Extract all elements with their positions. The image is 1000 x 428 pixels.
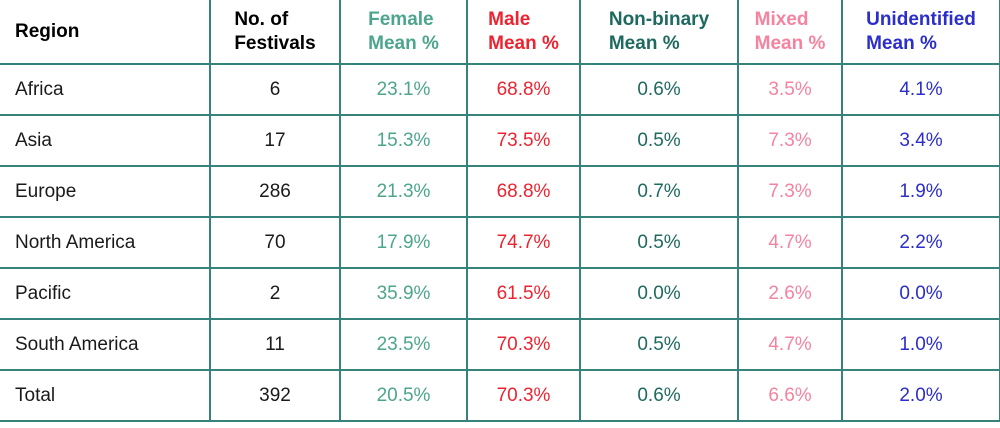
cell-festivals: 286 [209, 165, 341, 218]
column-header-label: No. of Festivals [234, 8, 316, 54]
cell-male: 70.3% [466, 369, 581, 422]
cell-region: Asia [0, 114, 211, 167]
cell-festivals: 392 [209, 369, 341, 422]
table-row: Pacific 2 35.9% 61.5% 0.0% 2.6% 0.0% [0, 267, 1000, 320]
cell-female: 21.3% [339, 165, 468, 218]
table-row: Asia 17 15.3% 73.5% 0.5% 7.3% 3.4% [0, 114, 1000, 167]
cell-unidentified: 1.9% [841, 165, 1000, 218]
column-header-nonbinary: Non-binary Mean % [579, 0, 739, 65]
cell-unidentified: 0.0% [841, 267, 1000, 320]
cell-region: South America [0, 318, 211, 371]
cell-nonbinary: 0.0% [579, 267, 739, 320]
cell-region: Africa [0, 63, 211, 116]
cell-mixed: 4.7% [737, 318, 843, 371]
cell-female: 20.5% [339, 369, 468, 422]
cell-male: 68.8% [466, 63, 581, 116]
column-header-label: Mixed Mean % [754, 8, 826, 54]
column-header-label: Female Mean % [368, 8, 439, 54]
cell-festivals: 11 [209, 318, 341, 371]
column-header-male: Male Mean % [466, 0, 581, 65]
cell-nonbinary: 0.7% [579, 165, 739, 218]
cell-region: Total [0, 369, 211, 422]
table-row: Africa 6 23.1% 68.8% 0.6% 3.5% 4.1% [0, 63, 1000, 116]
cell-festivals: 2 [209, 267, 341, 320]
cell-festivals: 6 [209, 63, 341, 116]
table-row: North America 70 17.9% 74.7% 0.5% 4.7% 2.2% [0, 216, 1000, 269]
cell-nonbinary: 0.5% [579, 216, 739, 269]
cell-festivals: 70 [209, 216, 341, 269]
cell-male: 73.5% [466, 114, 581, 167]
cell-male: 74.7% [466, 216, 581, 269]
cell-nonbinary: 0.6% [579, 63, 739, 116]
column-header-label: Unidentified Mean % [866, 8, 976, 54]
cell-mixed: 7.3% [737, 165, 843, 218]
cell-unidentified: 2.0% [841, 369, 1000, 422]
cell-female: 35.9% [339, 267, 468, 320]
cell-region: Pacific [0, 267, 211, 320]
cell-male: 68.8% [466, 165, 581, 218]
cell-region: Europe [0, 165, 211, 218]
table-row: Europe 286 21.3% 68.8% 0.7% 7.3% 1.9% [0, 165, 1000, 218]
column-header-label: Region [15, 20, 80, 42]
cell-unidentified: 3.4% [841, 114, 1000, 167]
cell-nonbinary: 0.5% [579, 114, 739, 167]
cell-mixed: 4.7% [737, 216, 843, 269]
column-header-mixed: Mixed Mean % [737, 0, 843, 65]
column-header-unidentified: Unidentified Mean % [841, 0, 1000, 65]
cell-mixed: 2.6% [737, 267, 843, 320]
cell-mixed: 6.6% [737, 369, 843, 422]
table-row: Total 392 20.5% 70.3% 0.6% 6.6% 2.0% [0, 369, 1000, 422]
cell-mixed: 7.3% [737, 114, 843, 167]
column-header-region: Region [0, 0, 211, 65]
cell-male: 61.5% [466, 267, 581, 320]
column-header-female: Female Mean % [339, 0, 468, 65]
column-header-festivals: No. of Festivals [209, 0, 341, 65]
cell-female: 17.9% [339, 216, 468, 269]
cell-unidentified: 2.2% [841, 216, 1000, 269]
cell-female: 23.1% [339, 63, 468, 116]
cell-unidentified: 4.1% [841, 63, 1000, 116]
table-row: South America 11 23.5% 70.3% 0.5% 4.7% 1.0% [0, 318, 1000, 371]
cell-male: 70.3% [466, 318, 581, 371]
cell-mixed: 3.5% [737, 63, 843, 116]
cell-female: 15.3% [339, 114, 468, 167]
column-header-label: Non-binary Mean % [608, 8, 710, 54]
header-row: Region No. of Festivals Female Mean % Male … [0, 0, 1000, 65]
cell-nonbinary: 0.5% [579, 318, 739, 371]
cell-festivals: 17 [209, 114, 341, 167]
cell-female: 23.5% [339, 318, 468, 371]
cell-unidentified: 1.0% [841, 318, 1000, 371]
column-header-label: Male Mean % [488, 8, 559, 54]
cell-region: North America [0, 216, 211, 269]
cell-nonbinary: 0.6% [579, 369, 739, 422]
